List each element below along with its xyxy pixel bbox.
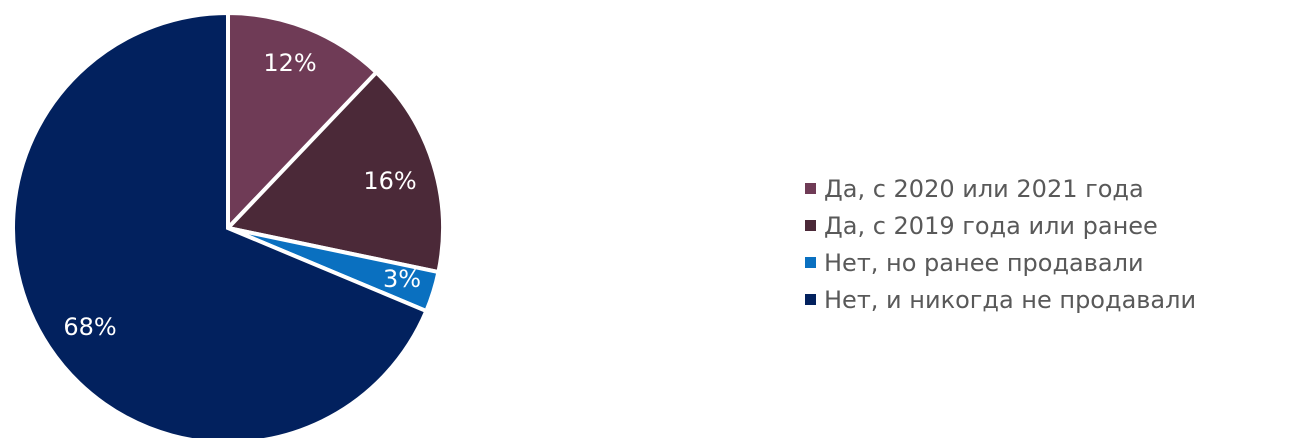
data-label-2: 16% [363,167,416,195]
legend-label: Нет, и никогда не продавали [824,285,1197,314]
legend-item-2: Да, с 2019 года или ранее [805,207,1196,244]
pie-slice-2 [224,69,445,275]
legend-item-3: Нет, но ранее продавали [805,244,1196,281]
data-label-4: 68% [63,313,116,341]
pie-slices [11,10,445,438]
legend-swatch-icon [805,294,816,305]
legend-label: Да, с 2019 года или ранее [824,211,1158,240]
pie-slice-1 [226,10,380,233]
legend-label: Да, с 2020 или 2021 года [824,174,1144,203]
legend: Да, с 2020 или 2021 года Да, с 2019 года … [805,170,1196,318]
legend-swatch-icon [805,183,816,194]
legend-label: Нет, но ранее продавали [824,248,1144,277]
pie-slice-4 [11,10,429,438]
data-label-3: 3% [383,265,421,293]
legend-item-4: Нет, и никогда не продавали [805,281,1196,318]
legend-swatch-icon [805,257,816,268]
pie-data-labels: 12% 16% 3% 68% [63,49,421,341]
legend-item-1: Да, с 2020 или 2021 года [805,170,1196,207]
legend-swatch-icon [805,220,816,231]
data-label-1: 12% [263,49,316,77]
